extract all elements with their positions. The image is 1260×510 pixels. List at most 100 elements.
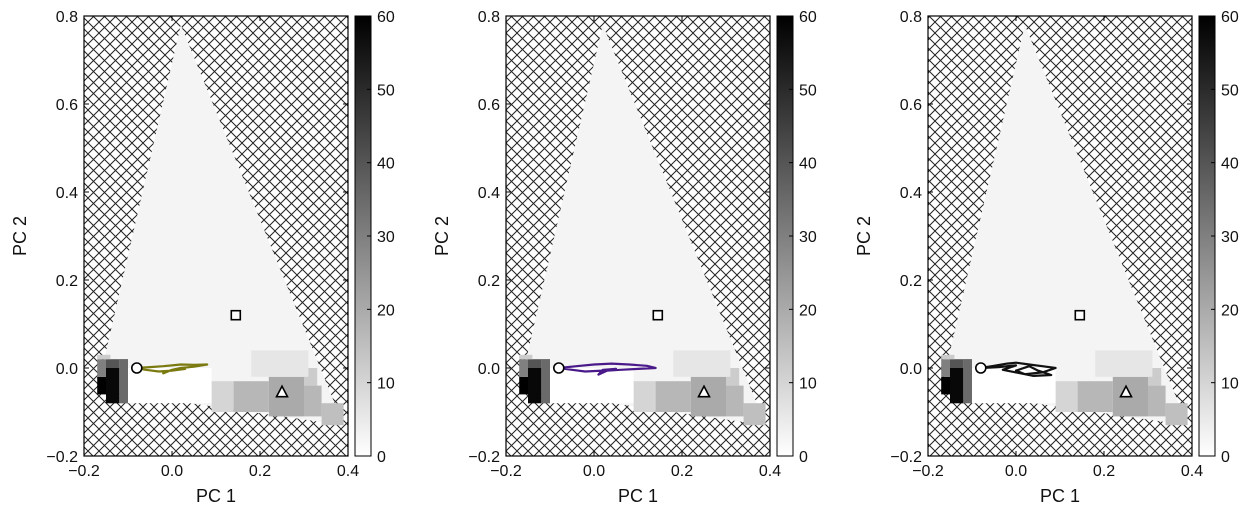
y-tick-label: 0.2: [478, 273, 500, 290]
heat-cell: [128, 368, 212, 404]
heat-cell: [1165, 403, 1188, 426]
x-tick-label: 0.2: [249, 463, 271, 480]
heat-cell: [1095, 350, 1153, 377]
colorbar-tick-label: 0: [799, 449, 808, 466]
chart-panel-1: −0.2 0.0 0.2 0.4 −0.2 0.0 0.2 0.4 0.6 0.8 PC 1 PC 2…: [10, 9, 395, 506]
trajectory-line: [980, 361, 1057, 377]
heat-cell: [97, 359, 106, 377]
heat-cell: [97, 354, 111, 360]
colorbar-tick-label: 10: [1221, 376, 1239, 393]
axes-frame: [83, 15, 349, 457]
heat-cell: [655, 381, 691, 412]
colorbar-tick-label: 50: [1221, 82, 1239, 99]
heat-cell: [1148, 385, 1166, 417]
colorbar-tick-label: 50: [799, 82, 817, 99]
colorbar-tick-label: 20: [1221, 302, 1239, 319]
heatmap-cells: [97, 350, 344, 426]
chart-panel-2: −0.2 0.0 0.2 0.4 −0.2 0.0 0.2 0.4 0.6 0.8 PC 1 PC 2…: [432, 9, 817, 506]
y-tick-label: 0.4: [56, 185, 78, 202]
y-axis-label: PC 2: [854, 216, 874, 256]
circle-marker: [552, 362, 565, 374]
heat-cell: [119, 359, 128, 404]
valid-region: [941, 24, 1188, 426]
y-tick-label: 0.6: [900, 97, 922, 114]
x-tick-label: 0.0: [161, 463, 183, 480]
x-tick-label: 0.0: [1005, 463, 1027, 480]
heat-cell: [972, 368, 1056, 404]
heat-cell: [963, 359, 972, 404]
x-axis-label: PC 1: [1040, 486, 1080, 506]
heat-cell: [941, 376, 950, 395]
heat-cell: [304, 385, 322, 417]
y-tick-label: 0.0: [900, 361, 922, 378]
colorbar-tick-label: 30: [1221, 229, 1239, 246]
heatmap-cells: [519, 350, 766, 426]
y-tick-label: 0.2: [56, 273, 78, 290]
circle-marker: [974, 362, 987, 374]
trajectory-line: [558, 362, 657, 376]
colorbar-tick-label: 30: [799, 229, 817, 246]
heat-cell: [633, 381, 656, 412]
colorbar-tick-label: 0: [377, 449, 386, 466]
heat-cell: [106, 359, 120, 368]
y-tick-label: 0.6: [478, 97, 500, 114]
circle-marker: [131, 362, 143, 374]
triangle-marker: [1119, 384, 1133, 398]
heat-cell: [941, 359, 950, 377]
valid-region: [519, 24, 766, 426]
heat-cell: [528, 368, 542, 404]
x-axis-label: PC 1: [618, 486, 658, 506]
x-tick-label: −0.2: [490, 463, 522, 480]
y-tick-label: 0.8: [900, 9, 922, 26]
colorbar-tick-label: 40: [377, 156, 395, 173]
y-tick-label: −0.2: [468, 449, 500, 466]
heat-cell: [251, 350, 309, 377]
triangle-marker: [697, 384, 711, 398]
x-tick-label: −0.2: [912, 463, 944, 480]
trajectory-line: [136, 363, 209, 375]
square-marker: [652, 309, 664, 321]
heat-cell: [941, 354, 955, 360]
x-tick-label: 0.0: [583, 463, 605, 480]
colorbar-tick-label: 50: [377, 82, 395, 99]
y-tick-label: 0.0: [478, 361, 500, 378]
x-tick-label: −0.2: [68, 463, 100, 480]
colorbar-tick-label: 40: [1221, 156, 1239, 173]
heat-cell: [743, 403, 766, 426]
heat-cell: [106, 368, 120, 404]
heat-cell: [673, 350, 731, 377]
heat-cell: [550, 368, 634, 404]
heat-cell: [1077, 381, 1113, 412]
colorbar-tick-label: 10: [799, 376, 817, 393]
y-tick-label: 0.8: [478, 9, 500, 26]
heat-cell: [519, 376, 528, 395]
colorbar-tick-label: 60: [1221, 9, 1239, 26]
colorbar-tick-label: 20: [799, 302, 817, 319]
y-tick-label: 0.4: [478, 185, 500, 202]
y-tick-label: −0.2: [890, 449, 922, 466]
square-marker: [1074, 309, 1086, 321]
axes-frame: [927, 15, 1193, 457]
heat-cell: [233, 381, 269, 412]
x-tick-label: 0.2: [671, 463, 693, 480]
x-tick-label: 0.4: [759, 463, 781, 480]
heat-cell: [541, 359, 550, 404]
square-marker: [230, 309, 242, 321]
valid-region: [97, 24, 344, 426]
heat-cell: [519, 354, 533, 360]
heat-cell: [950, 368, 964, 404]
heat-cell: [528, 359, 542, 368]
x-axis-label: PC 1: [196, 486, 236, 506]
heat-cell: [1055, 381, 1078, 412]
y-tick-label: 0.8: [56, 9, 78, 26]
triangle-marker: [275, 384, 289, 398]
y-tick-label: −0.2: [46, 449, 78, 466]
chart-panel-3: −0.2 0.0 0.2 0.4 −0.2 0.0 0.2 0.4 0.6 0.8 PC 1 PC 2…: [854, 9, 1239, 506]
y-tick-label: 0.0: [56, 361, 78, 378]
colorbar-tick-label: 60: [377, 9, 395, 26]
x-tick-label: 0.4: [337, 463, 359, 480]
x-tick-label: 0.4: [1181, 463, 1203, 480]
y-axis-label: PC 2: [10, 216, 30, 256]
y-tick-label: 0.2: [900, 273, 922, 290]
